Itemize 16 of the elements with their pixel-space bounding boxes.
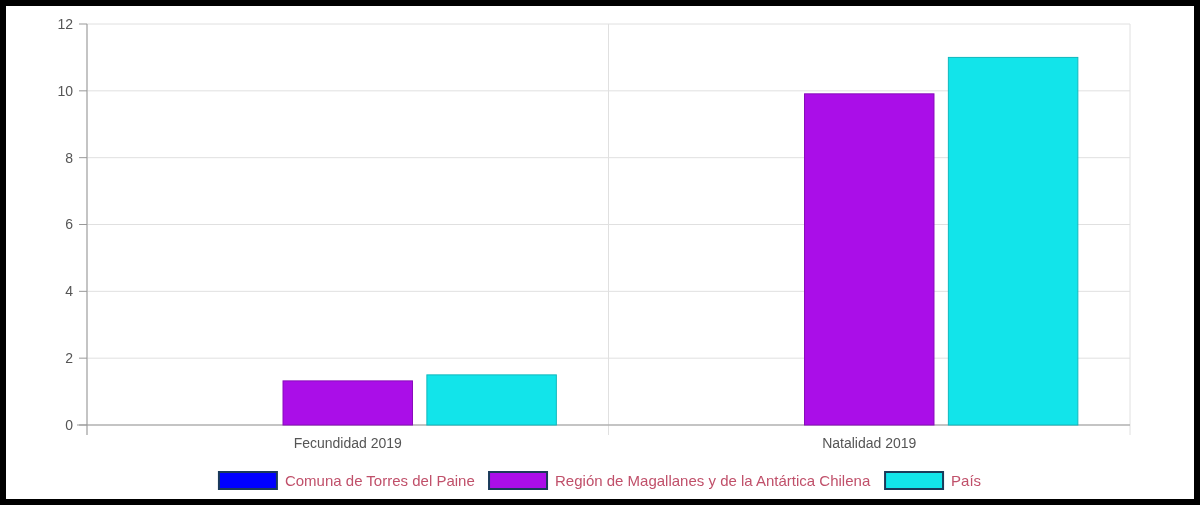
- y-tick-label: 12: [57, 15, 74, 32]
- x-tick-label: Fecundidad 2019: [293, 435, 403, 451]
- bar: [282, 380, 413, 426]
- legend-label: Comuna de Torres del Paine: [284, 472, 475, 489]
- y-tick-label: 10: [57, 82, 74, 99]
- legend-label: Región de Magallanes y de la Antártica Chilena: [555, 472, 871, 489]
- y-tick-label: 6: [65, 216, 74, 233]
- y-tick-label: 8: [65, 149, 74, 166]
- bar: [804, 93, 935, 426]
- y-tick-label: 0: [65, 416, 74, 433]
- y-tick-label: 4: [65, 283, 74, 300]
- bar: [947, 56, 1079, 426]
- bar: [426, 374, 557, 426]
- y-tick-label: 2: [65, 350, 74, 367]
- legend-label: País: [951, 472, 982, 489]
- x-tick-label: Natalidad 2019: [822, 435, 917, 451]
